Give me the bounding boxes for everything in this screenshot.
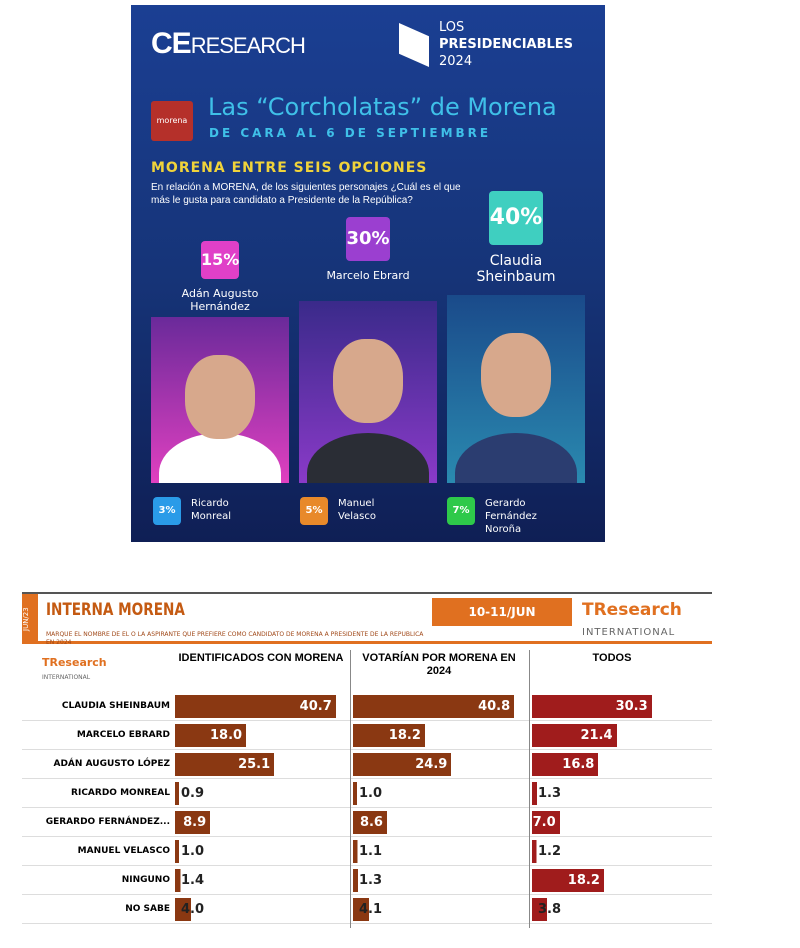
minor-percent: 5%	[300, 497, 328, 525]
table-row: CLAUDIA SHEINBAUM 40.7 40.8 30.3	[22, 692, 712, 721]
bar: 1.0	[353, 782, 387, 805]
candidate-card	[151, 317, 289, 483]
bar: 30.3	[532, 695, 652, 718]
bar: 25.1	[175, 753, 275, 776]
candidate-name: Marcelo Ebrard	[326, 269, 410, 282]
row-label: NO SABE	[125, 904, 170, 914]
column-header: IDENTIFICADOS CON MORENA	[178, 652, 344, 664]
candidate-card	[299, 301, 437, 483]
candidate-photo	[447, 295, 585, 483]
row-label: MANUEL VELASCO	[77, 846, 170, 856]
candidate-photo	[151, 317, 289, 483]
minor-name: Ricardo Monreal	[191, 498, 232, 522]
presidenciables-label: LOS PRESIDENCIABLES 2024	[439, 20, 574, 69]
ce-research-infographic: CERESEARCH LOS PRESIDENCIABLES 2024 morena…	[131, 5, 605, 542]
minor-name: Manuel Velasco	[338, 498, 376, 522]
candidate-name: Claudia Sheinbaum	[476, 253, 556, 285]
bar: 8.9	[175, 811, 211, 834]
morena-logo: morena	[151, 101, 193, 141]
minor-candidate: 3% Ricardo Monreal	[153, 497, 261, 525]
column-divider	[350, 650, 351, 928]
bar: 1.3	[353, 869, 389, 892]
table-row: MANUEL VELASCO 1.0 1.1 1.2	[22, 837, 712, 866]
candidate-percent: 15%	[201, 241, 239, 279]
table-row: MARCELO EBRARD 18.0 18.2 21.4	[22, 721, 712, 750]
chart-header: JUN/23 INTERNA MORENA MARQUE EL NOMBRE D…	[22, 592, 712, 646]
candidate-percent: 40%	[489, 191, 543, 245]
table-row: ADÁN AUGUSTO LÓPEZ 25.1 24.9 16.8	[22, 750, 712, 779]
bar: 7.0	[532, 811, 560, 834]
minor-percent: 7%	[447, 497, 475, 525]
bar: 1.4	[175, 869, 211, 892]
minor-candidate: 7% Gerardo Fernández Noroña	[447, 497, 555, 536]
table-row: NINGUNO 1.4 1.3 18.2	[22, 866, 712, 895]
presidenciables-logo-mark	[399, 23, 429, 67]
tresearch-logo-small: TResearch INTERNATIONAL	[42, 656, 107, 681]
tresearch-logo: TResearch INTERNATIONAL	[582, 600, 682, 638]
page-title: Las “Corcholatas” de Morena	[208, 93, 557, 121]
bar: 0.9	[175, 782, 209, 805]
date-badge: 10-11/JUN	[432, 598, 572, 626]
bar: 4.1	[353, 898, 400, 921]
row-label: CLAUDIA SHEINBAUM	[61, 701, 170, 711]
tresearch-chart: JUN/23 INTERNA MORENA MARQUE EL NOMBRE D…	[22, 590, 712, 930]
subtitle: DE CARA AL 6 DE SEPTIEMBRE	[209, 126, 492, 140]
question-text: En relación a MORENA, de los siguientes …	[151, 182, 461, 206]
bar: 16.8	[532, 753, 599, 776]
column-header: TODOS	[592, 652, 632, 664]
table-row: RICARDO MONREAL 0.9 1.0 1.3	[22, 779, 712, 808]
chart-subtitle: MARQUE EL NOMBRE DE EL O LA ASPIRANTE QU…	[46, 631, 424, 646]
row-label: NINGUNO	[121, 875, 170, 885]
row-label: GERARDO FERNÁNDEZ...	[45, 817, 170, 827]
bar: 40.7	[175, 695, 336, 718]
bar: 18.2	[532, 869, 604, 892]
bar: 8.6	[353, 811, 387, 834]
row-label: RICARDO MONREAL	[71, 788, 170, 798]
bar: 24.9	[353, 753, 452, 776]
candidate-percent: 30%	[346, 217, 390, 261]
bar: 1.1	[353, 840, 388, 863]
bar: 1.2	[532, 840, 567, 863]
minor-name: Gerardo Fernández Noroña	[485, 498, 537, 535]
bar: 3.8	[532, 898, 577, 921]
minor-candidate: 5% Manuel Velasco	[300, 497, 408, 525]
bar: 21.4	[532, 724, 617, 747]
row-label: ADÁN AUGUSTO LÓPEZ	[53, 759, 171, 769]
candidate-card	[447, 295, 585, 483]
bar: 4.0	[175, 898, 221, 921]
candidate-name: Adán Augusto Hernández	[181, 287, 259, 313]
row-label: MARCELO EBRARD	[76, 730, 170, 740]
bar: 1.3	[532, 782, 568, 805]
ce-research-logo: CERESEARCH	[151, 27, 306, 60]
column-header: VOTARÍAN POR MORENA EN 2024	[362, 652, 516, 677]
minor-percent: 3%	[153, 497, 181, 525]
bar: 40.8	[353, 695, 515, 718]
bar: 18.2	[353, 724, 425, 747]
column-divider	[529, 650, 530, 928]
chart-title: INTERNA MORENA	[46, 600, 185, 620]
table-row: NO SABE 4.0 4.1 3.8	[22, 895, 712, 924]
bar: 18.0	[175, 724, 247, 747]
candidate-photo	[299, 301, 437, 483]
section-heading: MORENA ENTRE SEIS OPCIONES	[151, 160, 428, 176]
side-label: JUN/23	[22, 594, 38, 644]
bar: 1.0	[175, 840, 209, 863]
table-row: GERARDO FERNÁNDEZ... 8.9 8.6 7.0	[22, 808, 712, 837]
